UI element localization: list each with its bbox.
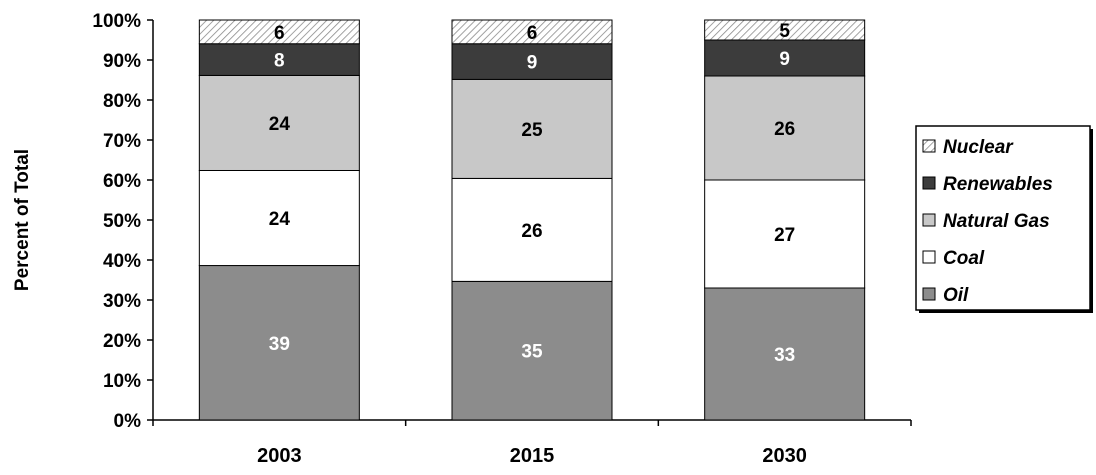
legend: Nuclear Renewables Natural Gas Coal Oil	[915, 125, 1093, 313]
data-label: 25	[521, 120, 543, 141]
bar-segment-renewables-2030	[704, 39, 866, 77]
y-tick-label: 80%	[103, 91, 141, 112]
bar-segment-nuclear-2030	[704, 19, 866, 41]
data-label: 5	[779, 21, 790, 42]
y-tick-label: 20%	[103, 331, 141, 352]
data-label: 26	[774, 119, 795, 140]
bar-segment-coal-2030	[704, 179, 866, 289]
data-label: 26	[521, 221, 542, 242]
y-tick-label: 90%	[103, 51, 141, 72]
y-tick-label: 70%	[103, 131, 141, 152]
bars: 39 24 24 8 6 2003 35 26 25 9 6 2015 33 27 26 9 5 2030	[198, 19, 866, 467]
legend-swatch-natural-gas	[922, 213, 936, 227]
bar-segment-coal-2003	[198, 169, 360, 267]
x-tick-label: 2030	[762, 445, 807, 467]
legend-label: Oil	[943, 285, 969, 306]
bar-segment-oil-2030	[704, 287, 866, 421]
data-label: 24	[269, 114, 291, 135]
bar-segment-oil-2015	[451, 280, 613, 421]
legend-label: Nuclear	[943, 137, 1014, 158]
axes: 0% 10% 20% 30% 40% 50% 60% 70% 80% 90% 100%	[92, 11, 912, 432]
y-tick-label: 50%	[103, 211, 141, 232]
data-label: 33	[774, 345, 795, 366]
bar-segment-nuclear-2015	[451, 19, 613, 45]
legend-swatch-oil	[922, 287, 936, 301]
x-tick-label: 2015	[510, 445, 555, 467]
bar-segment-natural-gas-2030	[704, 75, 866, 181]
bar-segment-natural-gas-2003	[198, 74, 360, 171]
legend-frame	[915, 125, 1091, 311]
data-label: 6	[274, 23, 285, 44]
y-tick-label: 10%	[103, 371, 141, 392]
y-tick-label: 0%	[114, 411, 142, 432]
x-tick-label: 2003	[257, 445, 302, 467]
y-tick-label: 60%	[103, 171, 141, 192]
data-label: 39	[269, 334, 290, 355]
data-label: 6	[527, 23, 538, 44]
legend-label: Natural Gas	[943, 211, 1050, 232]
data-label: 24	[269, 209, 291, 230]
legend-label: Coal	[943, 248, 985, 269]
y-tick-label: 30%	[103, 291, 141, 312]
data-label: 35	[521, 342, 543, 363]
bar-segment-oil-2003	[198, 265, 360, 421]
y-tick-label: 40%	[103, 251, 141, 272]
legend-label: Renewables	[943, 174, 1053, 195]
legend-swatch-coal	[922, 250, 936, 264]
y-tick-label: 100%	[92, 11, 141, 32]
legend-swatch-nuclear	[922, 139, 936, 153]
bar-segment-nuclear-2003	[198, 19, 360, 45]
data-label: 9	[779, 49, 790, 70]
data-label: 9	[527, 53, 538, 74]
data-label: 8	[274, 51, 285, 72]
y-axis-title: Percent of Total	[12, 149, 33, 291]
legend-swatch-renewables	[922, 176, 936, 190]
data-label: 27	[774, 225, 795, 246]
bar-segment-coal-2015	[451, 177, 613, 282]
